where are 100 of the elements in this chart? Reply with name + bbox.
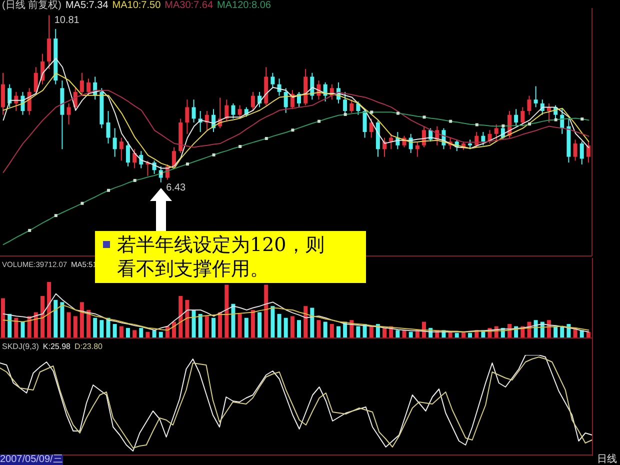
bar — [40, 296, 44, 338]
bar — [14, 318, 18, 338]
candlestick — [47, 14, 52, 70]
bar — [270, 306, 275, 338]
text: 6.43 — [166, 182, 186, 194]
candlestick — [546, 102, 551, 123]
candlestick — [119, 137, 124, 162]
point — [554, 118, 558, 122]
point — [107, 188, 110, 192]
candlestick — [580, 141, 584, 165]
callout-box: 若半年线设定为120，则看不到支撑作用。 — [95, 231, 366, 283]
bar — [250, 310, 255, 338]
point — [291, 128, 294, 132]
point — [212, 153, 216, 156]
point — [28, 228, 32, 232]
text: MA120:8.06 — [217, 0, 271, 11]
point — [344, 112, 347, 116]
bar — [316, 320, 321, 338]
candlestick — [192, 99, 196, 123]
candlestick — [343, 91, 348, 116]
point — [54, 214, 58, 218]
text: 10.81 — [54, 15, 80, 26]
candlestick — [534, 86, 538, 108]
bar — [382, 328, 387, 338]
candlestick — [250, 91, 255, 112]
bar — [126, 328, 130, 338]
bar — [244, 318, 248, 338]
candlestick — [573, 139, 578, 162]
bar — [204, 316, 209, 338]
annotation: 2007/05/09/三 — [0, 454, 63, 465]
candlestick — [284, 88, 288, 114]
candlestick — [350, 99, 354, 114]
candlestick — [66, 102, 71, 125]
bar — [198, 314, 202, 338]
point — [449, 120, 452, 123]
bar — [356, 326, 360, 338]
bar — [86, 310, 91, 338]
candlestick — [520, 106, 525, 127]
bar — [152, 330, 156, 338]
point — [238, 145, 242, 148]
candlestick — [389, 133, 394, 150]
point — [580, 118, 584, 121]
bar — [231, 304, 236, 338]
annotation: 若半年线设定为120，则看不到支撑作用。 — [117, 233, 326, 281]
series-label: K:25.98 — [42, 342, 70, 351]
point — [80, 202, 84, 205]
point — [422, 116, 426, 119]
bar — [34, 312, 38, 338]
bar — [218, 312, 222, 338]
candlestick — [468, 139, 472, 150]
candlestick — [172, 146, 176, 169]
text: MA10:7.50 — [112, 0, 161, 11]
bar — [112, 324, 117, 338]
point — [186, 162, 189, 166]
bar — [297, 320, 301, 338]
candlestick — [586, 141, 590, 164]
candlestick — [132, 148, 137, 169]
bar — [336, 326, 340, 338]
bar — [178, 296, 183, 338]
bar — [304, 306, 308, 338]
candlestick — [86, 78, 91, 96]
bar — [238, 314, 242, 338]
bar — [277, 314, 282, 338]
bar — [369, 326, 374, 338]
chart-title: (日线 前复权) — [2, 0, 62, 11]
candlestick — [494, 124, 498, 142]
point — [396, 112, 400, 115]
candlestick — [362, 108, 367, 138]
bar — [264, 284, 268, 338]
candlestick — [514, 108, 518, 127]
bar — [290, 316, 294, 338]
text: 日线 — [597, 454, 617, 465]
bar — [47, 282, 52, 338]
candlestick — [238, 104, 242, 120]
candlestick — [106, 110, 110, 144]
bar — [60, 302, 64, 338]
bar — [54, 300, 58, 338]
candlestick — [1, 72, 5, 116]
bar — [100, 320, 104, 338]
candlestick — [112, 128, 117, 158]
chart-title: SKDJ(9,3) — [2, 342, 39, 351]
text: MA5:7.34 — [65, 0, 108, 11]
point — [502, 124, 505, 128]
bar — [330, 324, 334, 338]
bar — [310, 308, 314, 338]
candlestick — [356, 100, 360, 116]
bar — [80, 302, 84, 338]
point — [528, 122, 532, 126]
point — [370, 110, 374, 114]
candlestick — [415, 141, 420, 158]
text: D:23.80 — [74, 342, 103, 351]
point — [264, 136, 268, 140]
bar — [93, 318, 98, 338]
bar — [119, 326, 124, 338]
bar — [66, 312, 71, 338]
bar — [139, 328, 144, 338]
candlestick — [481, 132, 486, 146]
bar — [132, 330, 137, 338]
candlestick — [527, 95, 532, 116]
bar — [323, 322, 328, 338]
